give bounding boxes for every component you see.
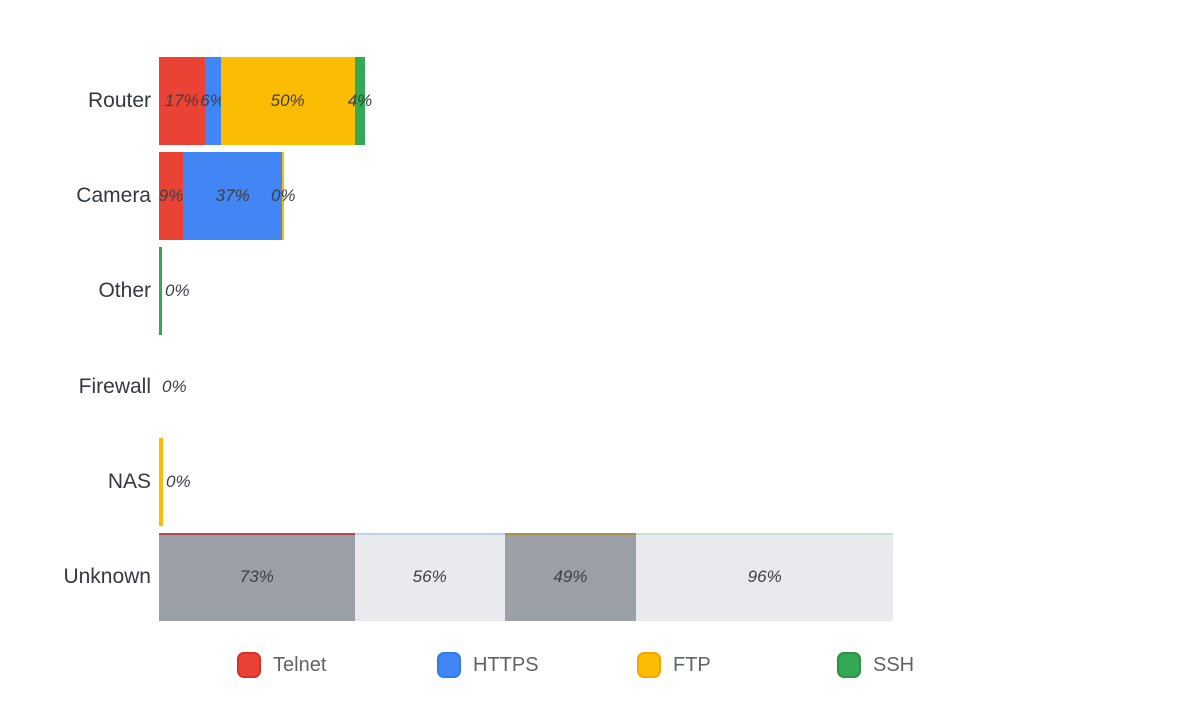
legend-item-telnet: Telnet: [237, 652, 326, 678]
bar-segment-https: [183, 152, 283, 241]
value-label: 49%: [553, 567, 588, 586]
value-label: 73%: [239, 567, 274, 586]
legend-swatch-telnet-icon: [237, 652, 261, 678]
legend-swatch-ftp-icon: [637, 652, 661, 678]
category-label-firewall: Firewall: [78, 374, 151, 398]
bar-segment-ssh: [354, 57, 366, 145]
value-label: 50%: [270, 91, 305, 110]
value-label: 6%: [200, 91, 225, 110]
value-label: 0%: [166, 471, 191, 491]
bar-segment-ftp: [504, 533, 637, 621]
legend-item-https: HTTPS: [437, 652, 539, 678]
bar-segment-https: [204, 57, 221, 145]
legend-swatch-https-icon: [437, 652, 461, 678]
value-label: 9%: [158, 186, 184, 206]
legend-item-ssh: SSH: [837, 652, 914, 678]
value-label: 37%: [215, 186, 250, 206]
bar-segment-telnet: [159, 533, 355, 621]
bar-segment-ssh: [159, 247, 162, 336]
bar-segment-https: [354, 533, 505, 621]
legend-label: HTTPS: [473, 653, 539, 676]
bar-segment-ssh: [636, 533, 894, 621]
bar-segment-telnet: [159, 57, 205, 145]
category-label-unknown: Unknown: [63, 565, 151, 588]
value-label: 56%: [412, 567, 447, 586]
legend-label: SSH: [873, 653, 915, 676]
legend-label: Telnet: [273, 653, 327, 676]
value-label: 0%: [270, 186, 296, 206]
legend-label: FTP: [673, 653, 711, 676]
category-label-router: Router: [87, 89, 151, 112]
category-label-nas: NAS: [107, 469, 151, 493]
value-label: 0%: [162, 376, 187, 396]
category-label-camera: Camera: [76, 184, 151, 208]
value-label: 96%: [747, 567, 782, 586]
bar-segment-ftp: [282, 152, 285, 241]
bar-segment-ftp: [220, 57, 355, 145]
value-label: 0%: [165, 281, 190, 301]
legend-swatch-ssh-icon: [837, 652, 861, 678]
legend-item-ftp: FTP: [637, 652, 711, 678]
value-label: 4%: [347, 91, 373, 110]
value-label: 17%: [164, 91, 199, 110]
category-label-other: Other: [98, 279, 151, 303]
bar-segment-telnet: [159, 152, 184, 241]
bar-segment-ftp: [159, 437, 163, 526]
